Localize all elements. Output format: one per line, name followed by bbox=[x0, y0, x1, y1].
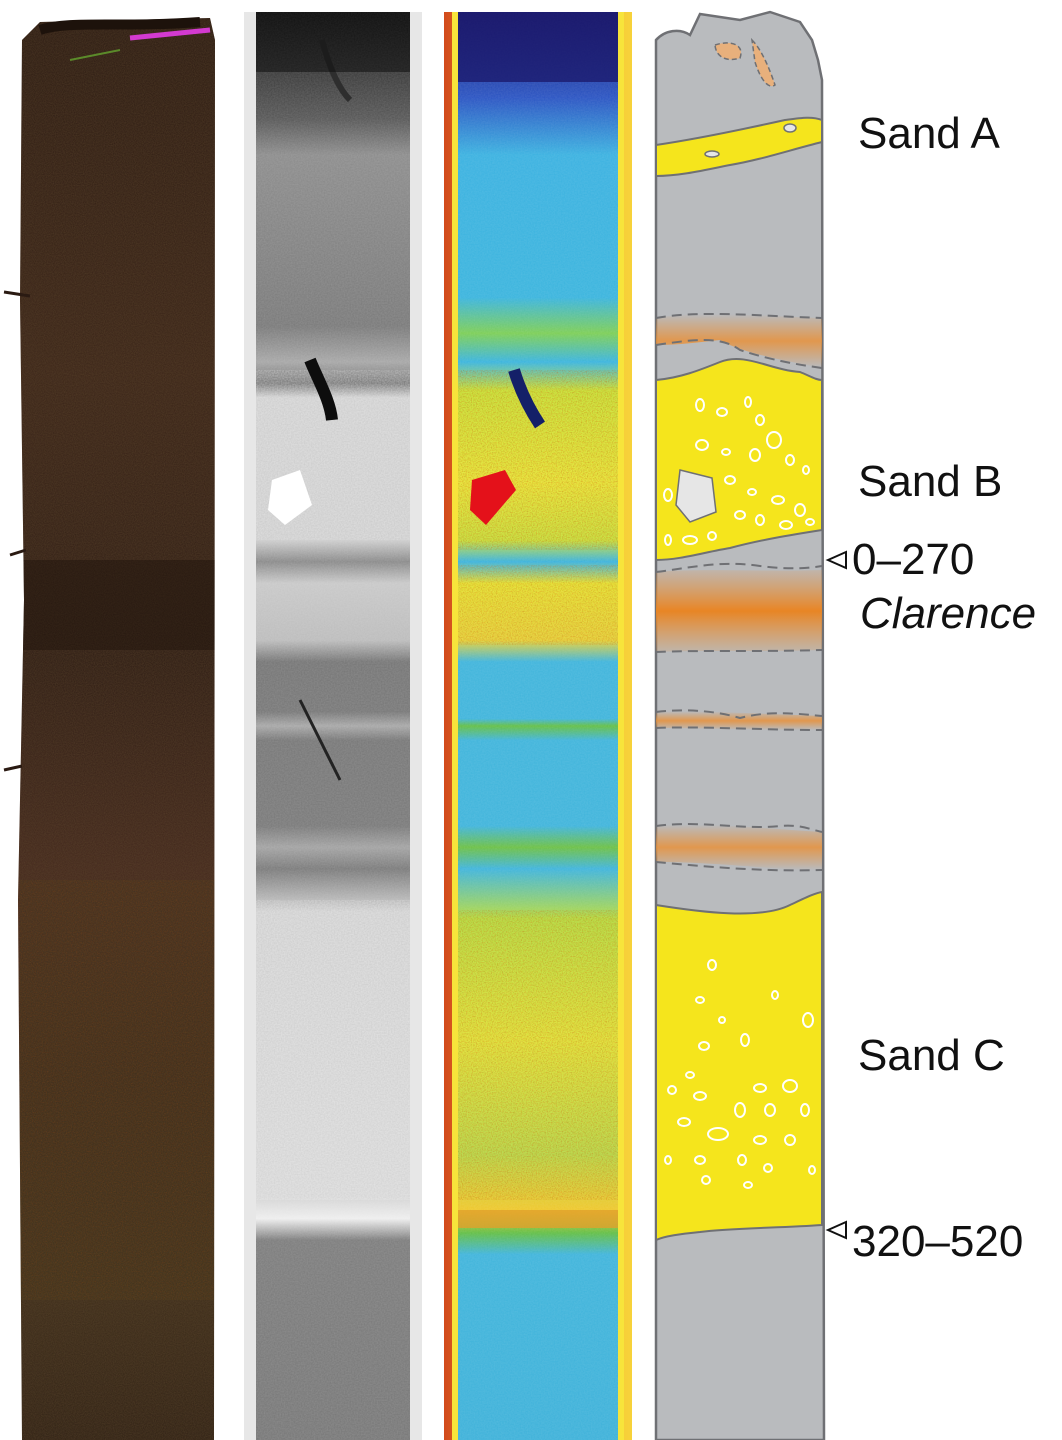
sand-b-unit bbox=[655, 358, 823, 562]
age-marker-lower-icon bbox=[825, 1220, 847, 1240]
age-lower-label: 320–520 bbox=[852, 1217, 1023, 1266]
sand-b-label: Sand B bbox=[858, 457, 1002, 506]
sand-a-unit bbox=[655, 116, 823, 178]
large-clast bbox=[268, 470, 312, 525]
age-marker-upper-icon bbox=[825, 550, 847, 570]
ct-density-colormap-panel bbox=[444, 12, 632, 1440]
large-clast-dense bbox=[470, 470, 516, 525]
core-photo-panel bbox=[3, 17, 215, 1440]
ct-grayscale-panel bbox=[244, 12, 422, 1440]
sand-a-label: Sand A bbox=[858, 109, 1001, 158]
marker-tag bbox=[129, 27, 211, 41]
sand-c-unit bbox=[655, 890, 823, 1242]
age-upper-label: 0–270 bbox=[852, 535, 974, 584]
stratigraphic-log-panel bbox=[654, 10, 826, 1440]
annotations: Sand A Sand B 0–270 Clarence Sand C 320–… bbox=[825, 109, 1036, 1266]
sand-c-label: Sand C bbox=[858, 1031, 1005, 1080]
clarence-label: Clarence bbox=[860, 589, 1036, 638]
